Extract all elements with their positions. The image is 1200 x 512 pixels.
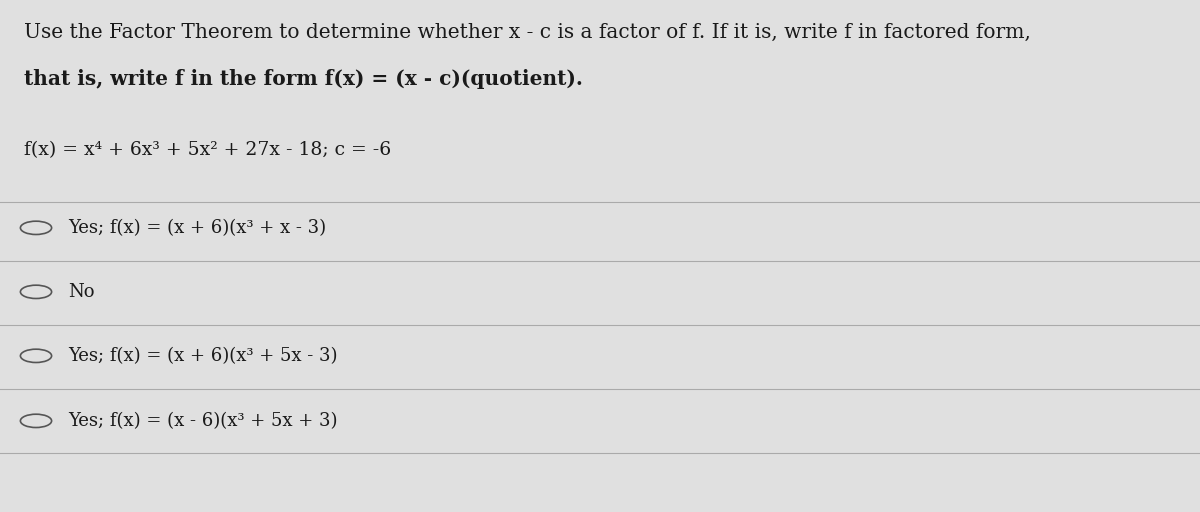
Text: that is, write f in the form f(x) = (x - c)(quotient).: that is, write f in the form f(x) = (x -…	[24, 69, 583, 89]
Text: Yes; f(x) = (x + 6)(x³ + 5x - 3): Yes; f(x) = (x + 6)(x³ + 5x - 3)	[68, 347, 338, 365]
Text: Yes; f(x) = (x - 6)(x³ + 5x + 3): Yes; f(x) = (x - 6)(x³ + 5x + 3)	[68, 412, 338, 430]
Text: Use the Factor Theorem to determine whether x - c is a factor of f. If it is, wr: Use the Factor Theorem to determine whet…	[24, 23, 1031, 42]
Text: Yes; f(x) = (x + 6)(x³ + x - 3): Yes; f(x) = (x + 6)(x³ + x - 3)	[68, 219, 326, 237]
Text: No: No	[68, 283, 95, 301]
Text: f(x) = x⁴ + 6x³ + 5x² + 27x - 18; c = -6: f(x) = x⁴ + 6x³ + 5x² + 27x - 18; c = -6	[24, 141, 391, 159]
